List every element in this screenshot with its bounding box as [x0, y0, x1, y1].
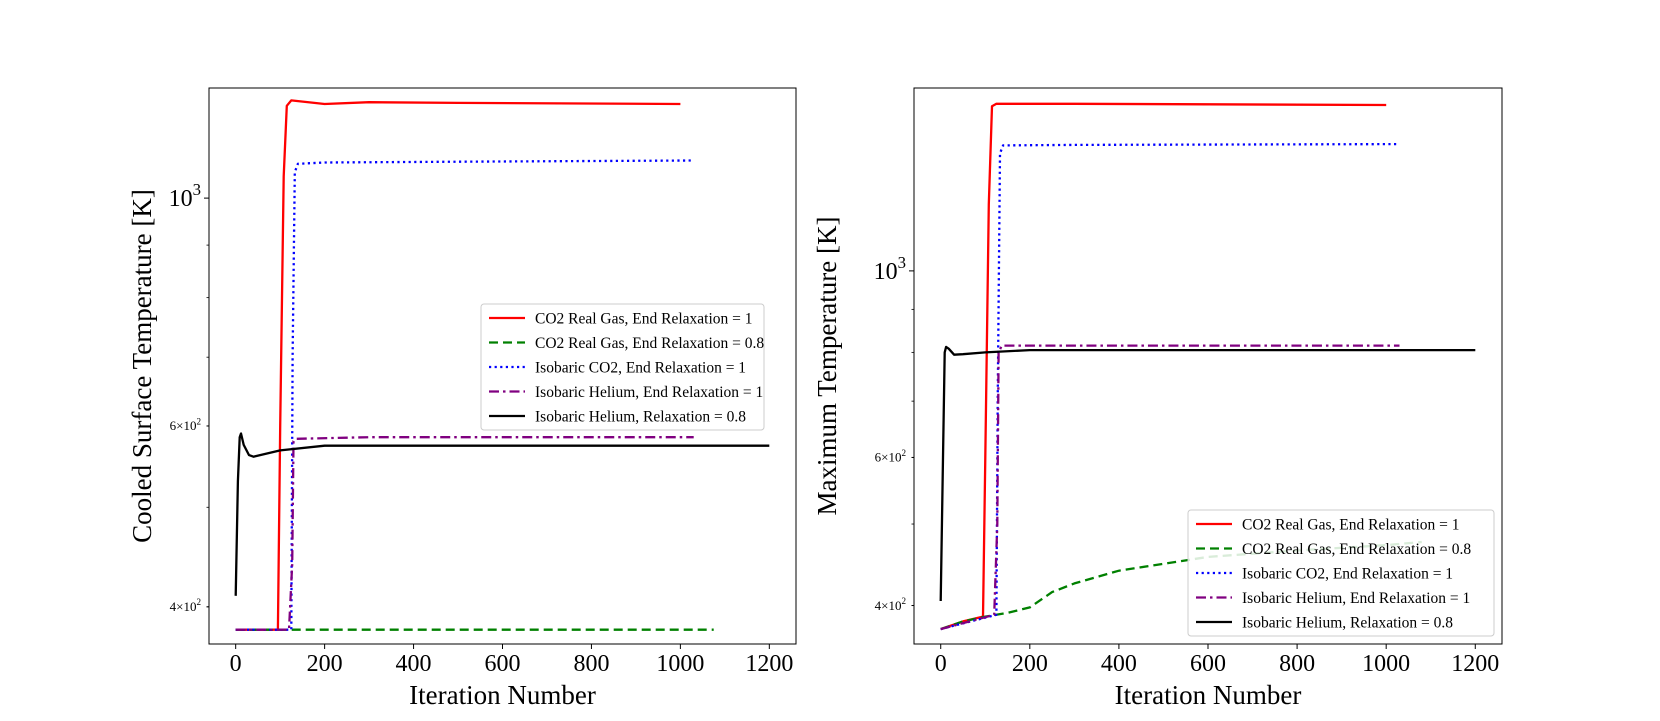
y-tick-exponent: 2: [901, 448, 906, 458]
y-tick-exponent: 2: [196, 416, 201, 426]
x-tick-label: 1000: [1362, 651, 1410, 677]
y-tick-label: 6×102: [170, 416, 202, 433]
series-line-5: [234, 432, 770, 596]
legend-label-5: Isobaric Helium, Relaxation = 0.8: [1242, 615, 1453, 632]
y-tick-exponent: 3: [898, 253, 906, 272]
y-tick-label: 4×102: [170, 597, 202, 614]
x-tick-label: 1200: [745, 651, 793, 677]
series-line-3: [940, 142, 1400, 631]
legend-label-2: CO2 Real Gas, End Relaxation = 0.8: [535, 335, 764, 352]
legend-box: [1187, 509, 1495, 637]
x-tick-label: 200: [1012, 651, 1048, 677]
y-axis-label: Maximum Temperature [K]: [812, 216, 842, 515]
chart-2: 0 200 400 600 800 1000 12001036×1024×102Iterat…: [812, 87, 1503, 710]
legend-label-4: Isobaric Helium, End Relaxation = 1: [535, 384, 763, 401]
legend-label-1: CO2 Real Gas, End Relaxation = 1: [535, 311, 753, 328]
series-line-4: [940, 344, 1400, 631]
series-line-1: [235, 99, 681, 631]
x-tick-label: 1000: [656, 651, 704, 677]
y-tick-base: 4×10: [170, 599, 197, 614]
y-tick-base: 6×10: [170, 418, 197, 433]
y-tick-exponent: 2: [901, 596, 906, 606]
legend-box: [480, 303, 765, 431]
legend-label-2: CO2 Real Gas, End Relaxation = 0.8: [1242, 541, 1471, 558]
y-tick-base: 6×10: [875, 450, 902, 465]
x-tick-label: 600: [1190, 651, 1226, 677]
legend: CO2 Real Gas, End Relaxation = 1 CO2 Real…: [1187, 509, 1495, 637]
y-tick-exponent: 2: [196, 597, 201, 607]
y-tick-label: 4×102: [875, 596, 907, 613]
y-tick-base: 10: [874, 259, 898, 285]
y-tick-label: 103: [169, 180, 201, 212]
y-tick-exponent: 3: [193, 180, 201, 199]
legend-label-3: Isobaric CO2, End Relaxation = 1: [1242, 566, 1453, 583]
series-line-5: [939, 345, 1476, 602]
x-axis-label: Iteration Number: [1115, 680, 1302, 710]
y-tick-base: 4×10: [875, 598, 902, 613]
x-tick-label: 0: [230, 651, 242, 677]
x-tick-label: 200: [307, 651, 343, 677]
chart-1: 0 200 400 600 800 1000 12001036×1024×102Iterat…: [127, 87, 797, 710]
x-tick-label: 800: [573, 651, 609, 677]
x-tick-label: 400: [1101, 651, 1137, 677]
legend: CO2 Real Gas, End Relaxation = 1 CO2 Real…: [480, 303, 765, 431]
x-tick-label: 400: [396, 651, 432, 677]
legend-label-5: Isobaric Helium, Relaxation = 0.8: [535, 409, 746, 426]
y-tick-label: 6×102: [875, 448, 907, 465]
x-tick-label: 1200: [1451, 651, 1499, 677]
legend-label-3: Isobaric CO2, End Relaxation = 1: [535, 360, 746, 377]
x-tick-label: 600: [485, 651, 521, 677]
legend-label-4: Isobaric Helium, End Relaxation = 1: [1242, 590, 1470, 607]
y-axis-label: Cooled Surface Temperature [K]: [127, 189, 157, 543]
x-tick-label: 800: [1279, 651, 1315, 677]
x-tick-label: 0: [935, 651, 947, 677]
x-axis-label: Iteration Number: [409, 680, 596, 710]
legend-label-1: CO2 Real Gas, End Relaxation = 1: [1242, 517, 1460, 534]
y-tick-base: 10: [169, 186, 193, 212]
series-line-3: [235, 159, 694, 631]
y-tick-label: 103: [874, 253, 906, 285]
series-line-4: [235, 436, 694, 631]
